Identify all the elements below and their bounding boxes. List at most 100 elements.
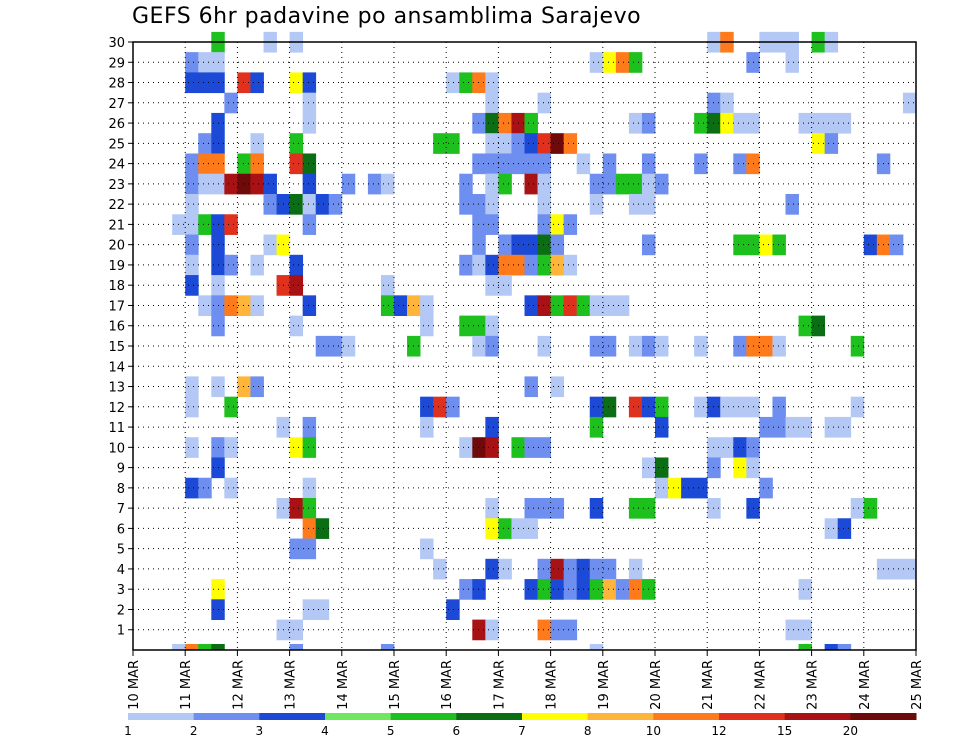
y-tick-label: 25	[108, 137, 125, 152]
heatmap-cell	[211, 644, 225, 651]
heatmap-cell	[224, 437, 238, 458]
heatmap-cell	[302, 437, 317, 458]
heatmap-cell	[459, 72, 473, 94]
x-tick-label: 24 MAR	[858, 660, 873, 710]
heatmap-cell	[720, 437, 734, 458]
heatmap-cell	[589, 194, 604, 215]
heatmap-cell	[250, 295, 264, 316]
heatmap-cell	[472, 335, 486, 357]
heatmap-cell	[472, 214, 486, 235]
heatmap-cell	[289, 644, 304, 651]
heatmap-cell	[772, 335, 786, 357]
heatmap-cell	[185, 153, 199, 175]
y-tick-label: 4	[117, 563, 125, 578]
heatmap-cell	[302, 92, 317, 114]
heatmap-cell	[537, 295, 551, 316]
heatmap-cell	[563, 295, 578, 316]
heatmap-cell	[498, 254, 512, 276]
heatmap-cell	[563, 579, 578, 600]
heatmap-cell	[459, 194, 473, 215]
heatmap-cell	[615, 579, 630, 600]
heatmap-cell	[720, 92, 734, 114]
legend-color-swatch	[784, 713, 851, 720]
heatmap-cell	[263, 194, 277, 215]
heatmap-cell	[485, 335, 499, 357]
heatmap-cell	[472, 194, 486, 215]
heatmap-cell	[446, 396, 460, 418]
heatmap-cell	[524, 254, 538, 276]
heatmap-cell	[485, 173, 499, 195]
dotted-grid	[133, 42, 916, 650]
x-tick-label: 12 MAR	[231, 660, 246, 710]
heatmap-cell	[185, 214, 199, 235]
heatmap-cell	[537, 579, 551, 600]
heatmap-cell	[563, 558, 578, 580]
heatmap-cell	[198, 644, 212, 651]
heatmap-cell	[589, 295, 604, 316]
heatmap-cell	[602, 295, 617, 316]
y-tick-label: 24	[108, 158, 125, 173]
heatmap-cell	[602, 153, 617, 175]
heatmap-cell	[420, 315, 434, 337]
heatmap-cell	[224, 396, 238, 418]
heatmap-cell	[237, 173, 251, 195]
heatmap-cell	[524, 295, 538, 316]
heatmap-cell	[185, 477, 199, 499]
heatmap-cell	[537, 335, 551, 357]
heatmap-cell	[863, 498, 878, 519]
heatmap-cell	[472, 579, 486, 600]
heatmap-cell	[185, 72, 199, 94]
heatmap-cell	[485, 498, 499, 519]
heatmap-cell	[185, 644, 199, 651]
heatmap-cell	[237, 153, 251, 175]
heatmap-cell	[785, 52, 799, 73]
heatmap-cell	[628, 335, 643, 357]
heatmap-cell	[498, 133, 512, 154]
heatmap-cell	[185, 173, 199, 195]
heatmap-cell	[380, 295, 395, 316]
heatmap-cell	[198, 153, 212, 175]
legend-boundary-label: 2	[190, 724, 198, 738]
heatmap-cell	[889, 234, 904, 256]
heatmap-cell	[589, 52, 604, 73]
x-tick-label: 25 MAR	[910, 660, 925, 710]
legend-color-swatch	[587, 713, 654, 720]
y-tick-label: 6	[117, 522, 125, 537]
heatmap-cell	[694, 396, 708, 418]
legend-boundary-label: 20	[843, 724, 858, 738]
y-tick-label: 27	[108, 97, 125, 112]
y-tick-label: 23	[108, 178, 125, 193]
heatmap-cell	[733, 234, 747, 256]
heatmap-cell	[367, 173, 382, 195]
legend-boundary-label: 6	[453, 724, 461, 738]
heatmap-cell	[302, 416, 317, 438]
heatmap-cell	[655, 396, 669, 418]
heatmap-cell	[237, 295, 251, 316]
heatmap-cell	[302, 72, 317, 94]
heatmap-cell	[563, 133, 578, 154]
heatmap-cell	[694, 153, 708, 175]
heatmap-cell	[498, 234, 512, 256]
heatmap-cell	[850, 498, 865, 519]
heatmap-cell	[589, 396, 604, 418]
heatmap-cell	[537, 214, 551, 235]
heatmap-cell	[302, 477, 317, 499]
heatmap-cell	[759, 477, 773, 499]
heatmap-cell	[185, 396, 199, 418]
heatmap-cell	[185, 234, 199, 256]
heatmap-cell	[772, 234, 786, 256]
heatmap-cell	[459, 254, 473, 276]
heatmap-cell	[485, 416, 499, 438]
heatmap-cell	[302, 214, 317, 235]
heatmap-cell	[224, 92, 238, 114]
heatmap-cell	[537, 133, 551, 154]
heatmap-cell	[655, 416, 669, 438]
heatmap-cell	[589, 579, 604, 600]
heatmap-cell	[720, 396, 734, 418]
heatmap-cell	[524, 173, 538, 195]
heatmap-cell	[733, 153, 747, 175]
chart-title: GEFS 6hr padavine po ansamblima Sarajevo	[132, 4, 642, 29]
heatmap-cell	[420, 295, 434, 316]
heatmap-cell	[485, 112, 499, 134]
heatmap-cell	[589, 335, 604, 357]
